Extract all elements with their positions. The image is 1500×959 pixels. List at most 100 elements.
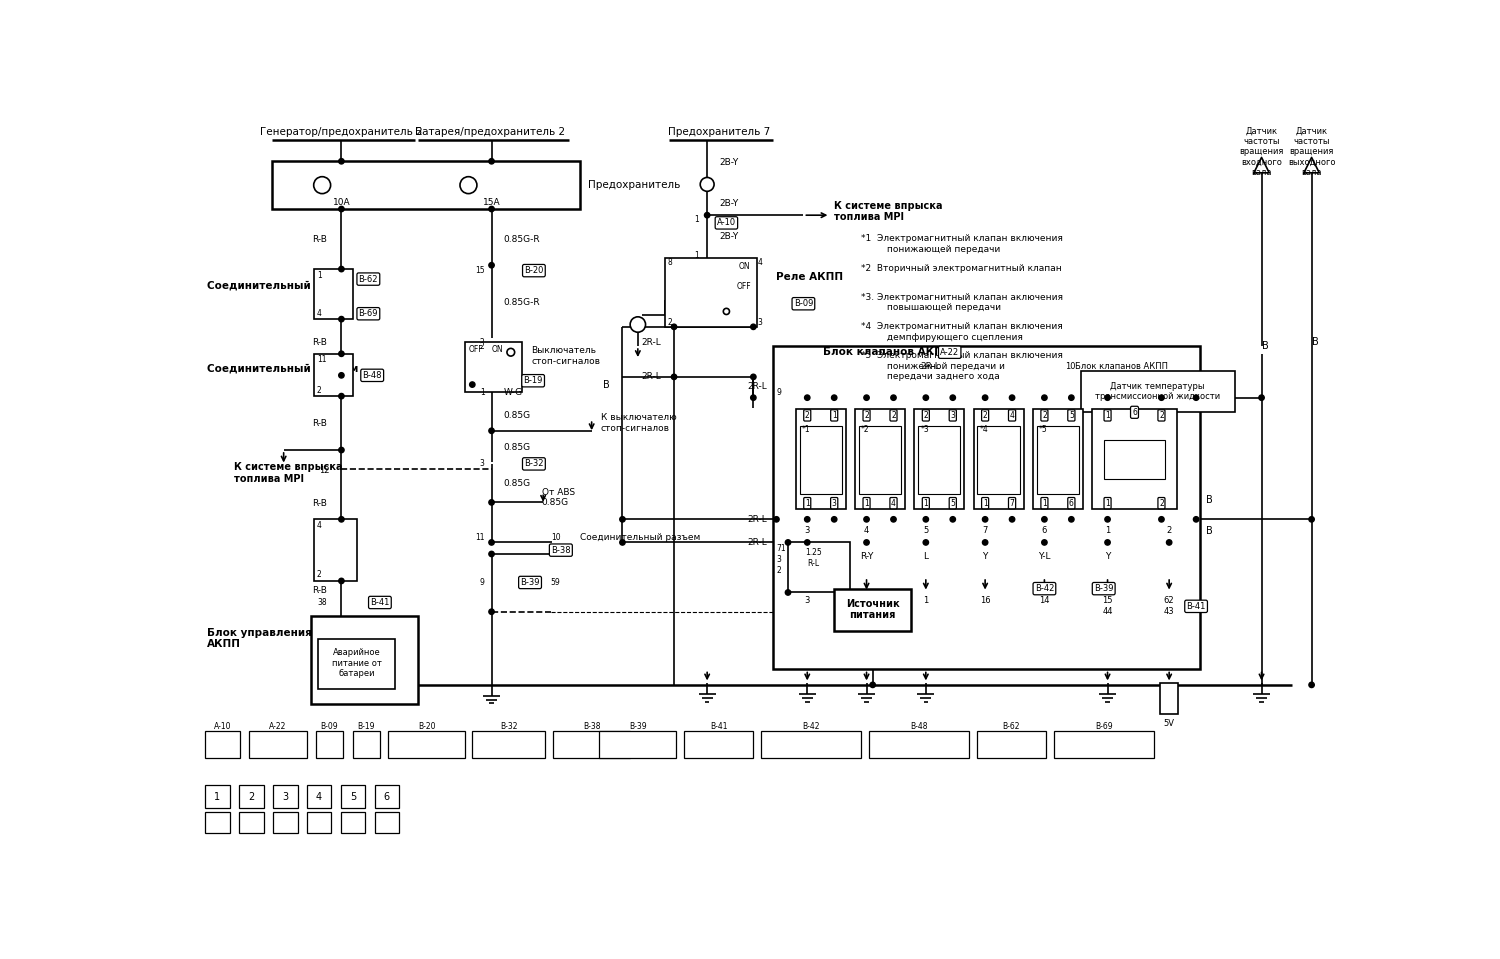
Text: 16: 16 xyxy=(980,596,990,605)
Text: 2: 2 xyxy=(982,410,987,420)
Circle shape xyxy=(1106,540,1110,545)
Text: 1: 1 xyxy=(694,251,699,261)
Text: R-B: R-B xyxy=(312,500,327,508)
Bar xyxy=(915,409,964,509)
Text: B: B xyxy=(1206,526,1214,536)
Text: 2R-L: 2R-L xyxy=(747,382,766,390)
Text: 14: 14 xyxy=(702,180,712,189)
Circle shape xyxy=(489,158,494,164)
Text: 1: 1 xyxy=(1106,410,1110,420)
Text: Выключатель
стоп-сигналов: Выключатель стоп-сигналов xyxy=(531,346,600,365)
Text: 11: 11 xyxy=(316,356,327,364)
Text: 1: 1 xyxy=(1106,499,1110,507)
Text: 0.85G: 0.85G xyxy=(504,479,531,487)
Circle shape xyxy=(1194,517,1198,522)
Text: 6: 6 xyxy=(1041,526,1047,535)
Bar xyxy=(310,616,419,704)
Text: 3: 3 xyxy=(777,555,782,564)
Circle shape xyxy=(1010,517,1016,522)
Bar xyxy=(800,426,842,494)
Text: 2R-L: 2R-L xyxy=(747,538,766,547)
Bar xyxy=(306,812,332,833)
Text: R-B: R-B xyxy=(312,235,327,245)
Circle shape xyxy=(804,395,810,400)
Circle shape xyxy=(460,176,477,194)
Text: 4: 4 xyxy=(316,791,322,802)
Text: 0.85G-R: 0.85G-R xyxy=(504,297,540,307)
Text: 1: 1 xyxy=(480,387,484,397)
Text: 5: 5 xyxy=(1070,410,1074,420)
Circle shape xyxy=(339,158,344,164)
Circle shape xyxy=(339,373,344,378)
Circle shape xyxy=(339,578,344,584)
Text: 1.25
R-L: 1.25 R-L xyxy=(806,549,822,568)
Text: 3: 3 xyxy=(282,791,288,802)
Circle shape xyxy=(723,309,729,315)
Text: 7: 7 xyxy=(982,526,988,535)
Circle shape xyxy=(774,517,778,522)
Bar xyxy=(834,589,910,631)
Circle shape xyxy=(1310,682,1314,688)
Circle shape xyxy=(750,374,756,380)
Text: B: B xyxy=(603,380,610,389)
Circle shape xyxy=(982,540,988,545)
Text: B: B xyxy=(1311,338,1318,347)
Text: Датчик температуры
трансмиссионной жидкости: Датчик температуры трансмиссионной жидко… xyxy=(1095,382,1220,401)
Text: *3. Электромагнитный клапан аключения
         повышающей передачи: *3. Электромагнитный клапан аключения по… xyxy=(861,292,1064,313)
Circle shape xyxy=(1106,517,1110,522)
Text: 59: 59 xyxy=(550,578,561,587)
Bar xyxy=(1104,440,1166,479)
Text: 8: 8 xyxy=(668,258,672,268)
Text: B-62: B-62 xyxy=(358,274,378,284)
Bar xyxy=(249,731,306,758)
Text: 2: 2 xyxy=(777,566,782,574)
Text: 1: 1 xyxy=(982,499,987,507)
Bar xyxy=(315,269,352,319)
Circle shape xyxy=(870,682,876,688)
Text: 11: 11 xyxy=(476,532,484,542)
Circle shape xyxy=(1041,395,1047,400)
Text: B-62: B-62 xyxy=(1002,722,1020,731)
Circle shape xyxy=(804,517,810,522)
Text: 3: 3 xyxy=(758,318,762,327)
Text: 3: 3 xyxy=(804,596,810,605)
Circle shape xyxy=(489,551,494,556)
Circle shape xyxy=(1310,517,1314,522)
Bar xyxy=(316,731,344,758)
Text: 5: 5 xyxy=(922,526,928,535)
Text: 1: 1 xyxy=(1042,499,1047,507)
Text: 38: 38 xyxy=(316,598,327,607)
Circle shape xyxy=(750,324,756,330)
Text: 2: 2 xyxy=(1042,410,1047,420)
Text: R: R xyxy=(804,551,810,561)
Text: B-19: B-19 xyxy=(357,722,375,731)
Circle shape xyxy=(705,213,710,218)
Text: B-20: B-20 xyxy=(419,722,435,731)
Circle shape xyxy=(630,316,645,332)
Text: R-B: R-B xyxy=(312,587,327,596)
Circle shape xyxy=(489,263,494,268)
Text: B: B xyxy=(1206,495,1214,505)
Bar xyxy=(238,785,264,808)
Bar xyxy=(1034,409,1083,509)
Text: 2: 2 xyxy=(248,791,255,802)
Bar xyxy=(1092,409,1178,509)
Text: R-Y: R-Y xyxy=(859,551,873,561)
Text: B-32: B-32 xyxy=(524,459,543,468)
Text: 3: 3 xyxy=(804,526,810,535)
Text: B-38: B-38 xyxy=(584,722,600,731)
Text: 5: 5 xyxy=(350,791,355,802)
Text: B-20: B-20 xyxy=(524,266,543,275)
Bar xyxy=(976,731,1046,758)
Text: 2B-Y: 2B-Y xyxy=(720,199,738,208)
Text: A-10: A-10 xyxy=(717,219,736,227)
Circle shape xyxy=(1160,395,1164,400)
Text: B-09: B-09 xyxy=(321,722,339,731)
Circle shape xyxy=(1258,395,1264,400)
Bar xyxy=(859,426,901,494)
Text: К выключателю
стоп-сигналов: К выключателю стоп-сигналов xyxy=(602,413,676,433)
Circle shape xyxy=(672,374,676,380)
Text: 7: 7 xyxy=(1010,499,1014,507)
Text: 2: 2 xyxy=(480,338,484,347)
Text: *3: *3 xyxy=(921,425,928,433)
